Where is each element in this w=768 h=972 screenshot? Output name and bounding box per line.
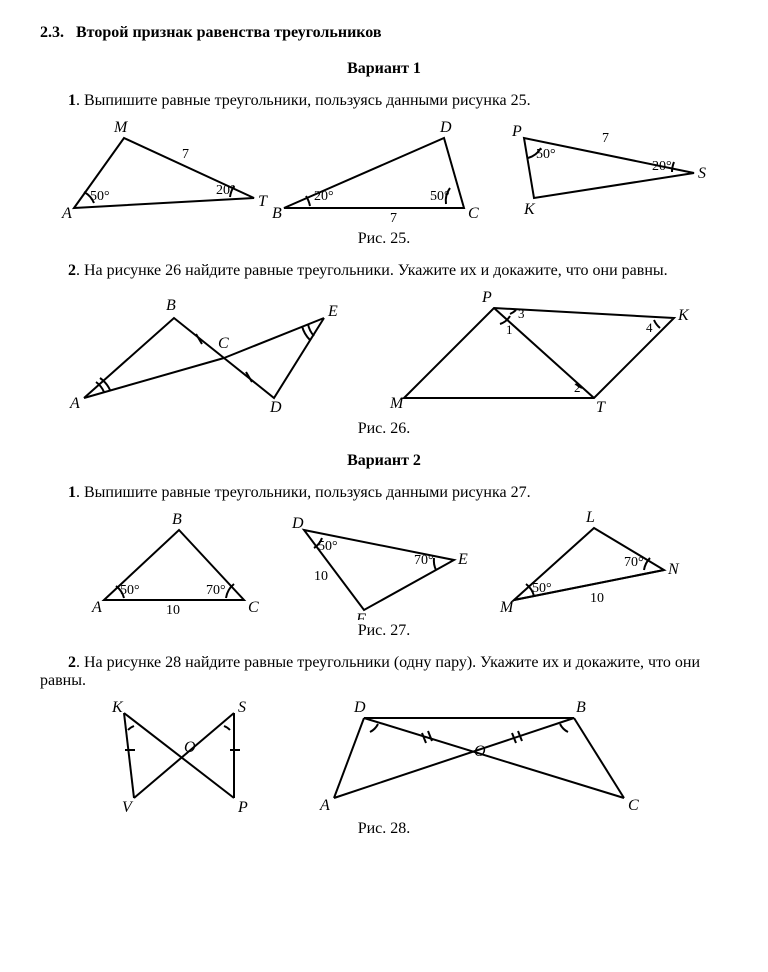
svg-text:K: K [523,201,536,218]
svg-text:20°: 20° [314,189,334,204]
svg-text:T: T [258,193,268,210]
svg-text:A: A [69,395,80,412]
svg-text:O: O [474,743,486,760]
svg-text:P: P [481,289,492,306]
v2-task1-num: 1 [68,484,76,501]
svg-text:N: N [667,561,680,578]
svg-text:C: C [248,599,259,616]
v2-task1: 1. Выпишите равные треугольники, пользуя… [40,484,728,502]
svg-text:10: 10 [314,569,328,584]
v2-task2-text: . На рисунке 28 найдите равные треугольн… [40,654,700,689]
v1-task1-num: 1 [68,92,76,109]
svg-text:B: B [576,699,586,716]
fig28: K S O V P D B A C O [40,698,728,818]
svg-text:M: M [113,119,129,136]
fig26-caption: Рис. 26. [40,420,728,438]
svg-text:V: V [122,799,134,816]
fig28-caption: Рис. 28. [40,820,728,838]
section-heading: 2.3. Второй признак равенства треугольни… [40,24,728,42]
v1-task2-text: . На рисунке 26 найдите равные треугольн… [76,262,668,279]
svg-text:70°: 70° [624,555,644,570]
svg-text:C: C [218,335,229,352]
svg-text:T: T [596,399,606,416]
fig27: A B C 50° 70° 10 D E F 50° 70° 10 L M N … [40,510,728,620]
svg-text:3: 3 [518,306,525,321]
svg-text:D: D [291,515,304,532]
svg-text:M: M [499,599,515,616]
svg-text:10: 10 [590,591,604,606]
svg-text:A: A [61,205,72,222]
fig26: A B C D E M P K T 1 3 2 4 [40,288,728,418]
svg-text:K: K [677,307,690,324]
svg-text:L: L [585,510,595,526]
svg-text:4: 4 [646,320,653,335]
variant2-heading: Вариант 2 [40,452,728,470]
svg-text:2: 2 [574,380,581,395]
v2-task2-num: 2 [68,654,76,671]
svg-text:D: D [439,119,452,136]
v1-task1: 1. Выпишите равные треугольники, пользуя… [40,92,728,110]
section-number: 2.3. [40,24,64,41]
fig27-caption: Рис. 27. [40,622,728,640]
svg-text:7: 7 [390,211,397,226]
fig25: A M T 50° 20° 7 B D C 20° 50° 7 P K S 50… [40,118,728,228]
svg-text:P: P [511,123,522,140]
v1-task2: 2. На рисунке 26 найдите равные треуголь… [40,262,728,280]
variant1-heading: Вариант 1 [40,60,728,78]
svg-text:70°: 70° [414,553,434,568]
svg-text:7: 7 [602,131,609,146]
svg-text:O: O [184,739,196,756]
svg-text:E: E [457,551,468,568]
v2-task2: 2. На рисунке 28 найдите равные треуголь… [40,654,728,690]
fig25-caption: Рис. 25. [40,230,728,248]
svg-text:S: S [238,699,246,716]
svg-text:F: F [355,611,366,620]
svg-text:20°: 20° [652,159,672,174]
v1-task1-text: . Выпишите равные треугольники, пользуяс… [76,92,531,109]
v2-task1-text: . Выпишите равные треугольники, пользуяс… [76,484,531,501]
svg-text:M: M [389,395,405,412]
v1-task2-num: 2 [68,262,76,279]
svg-text:C: C [468,205,479,222]
svg-text:B: B [172,511,182,528]
svg-text:50°: 50° [536,147,556,162]
svg-text:50°: 50° [532,581,552,596]
svg-text:B: B [272,205,282,222]
svg-text:D: D [269,399,282,416]
svg-text:B: B [166,297,176,314]
svg-text:S: S [698,165,706,182]
svg-text:K: K [111,699,124,716]
svg-text:P: P [237,799,248,816]
svg-text:A: A [319,797,330,814]
svg-text:D: D [353,699,366,716]
svg-text:7: 7 [182,147,189,162]
svg-text:70°: 70° [206,583,226,598]
svg-text:1: 1 [506,322,513,337]
svg-text:C: C [628,797,639,814]
svg-text:10: 10 [166,603,180,618]
svg-text:E: E [327,303,338,320]
svg-text:A: A [91,599,102,616]
section-title: Второй признак равенства треугольников [76,24,382,41]
